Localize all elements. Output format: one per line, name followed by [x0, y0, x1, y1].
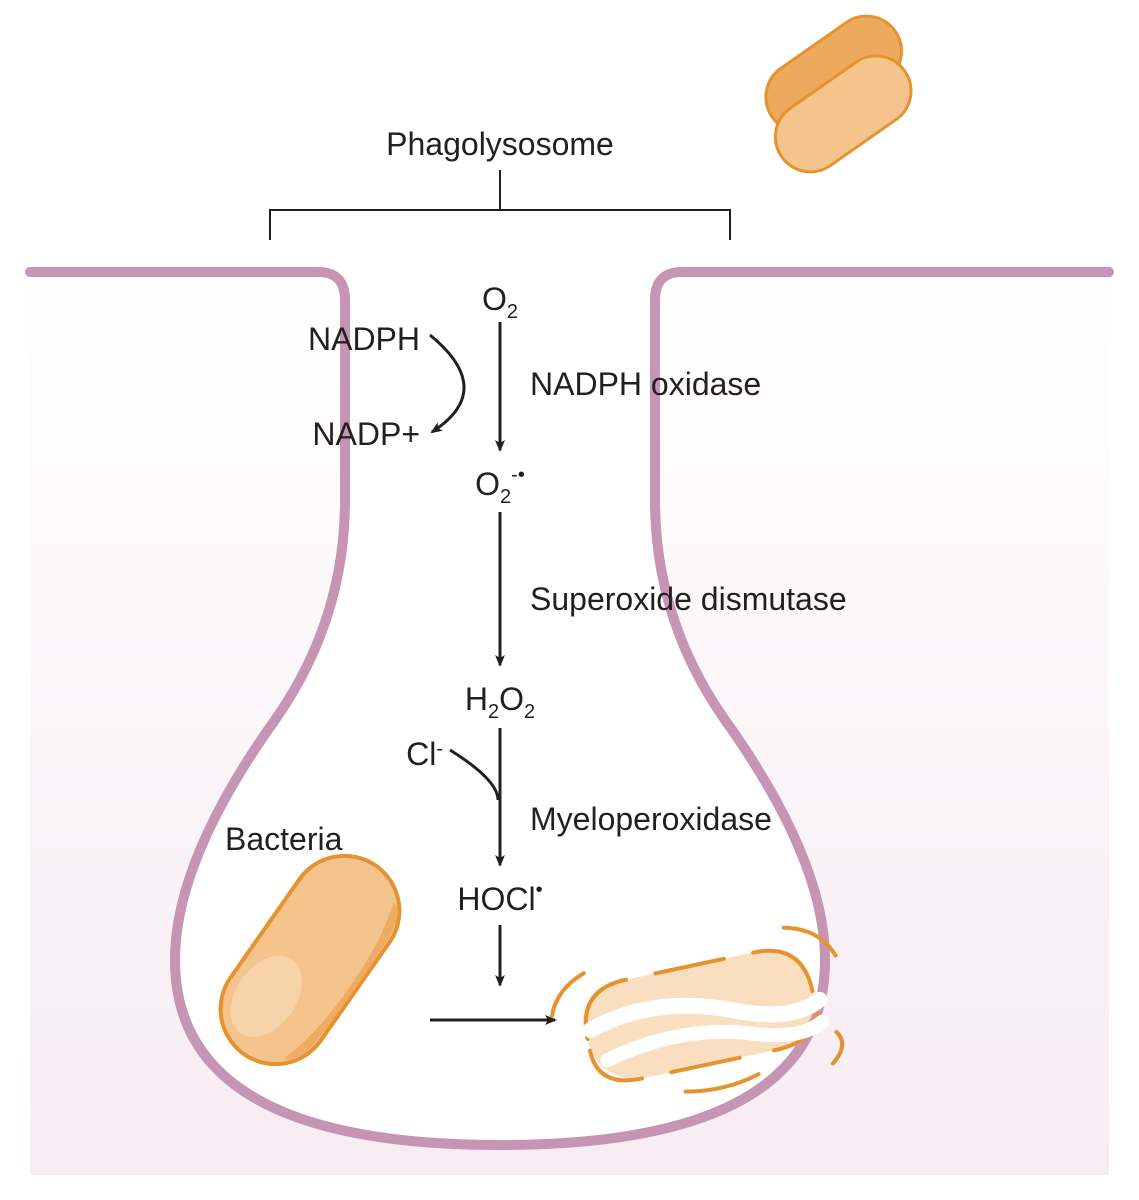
title-phagolysosome: Phagolysosome [386, 126, 614, 162]
label-nadph-oxidase: NADPH oxidase [530, 366, 761, 402]
species-hocl: HOCl• [457, 879, 542, 917]
bacteria-outside [740, 2, 937, 185]
label-nadph: NADPH [308, 321, 420, 357]
phagolysosome-diagram: Phagolysosome O2 NADPH NADP+ NADPH oxida… [0, 0, 1139, 1200]
species-superoxide: O2-• [475, 464, 525, 508]
bacteria-intact [199, 834, 421, 1085]
label-mpo: Myeloperoxidase [530, 801, 772, 837]
cofactor-arc-cl [450, 750, 498, 800]
label-bacteria: Bacteria [225, 821, 343, 857]
label-cl: Cl- [406, 736, 443, 772]
species-o2: O2 [482, 281, 518, 323]
cofactor-arc-nadph [430, 335, 464, 432]
label-nadp-plus: NADP+ [312, 416, 420, 452]
label-sod: Superoxide dismutase [530, 581, 847, 617]
species-h2o2: H2O2 [465, 681, 535, 723]
